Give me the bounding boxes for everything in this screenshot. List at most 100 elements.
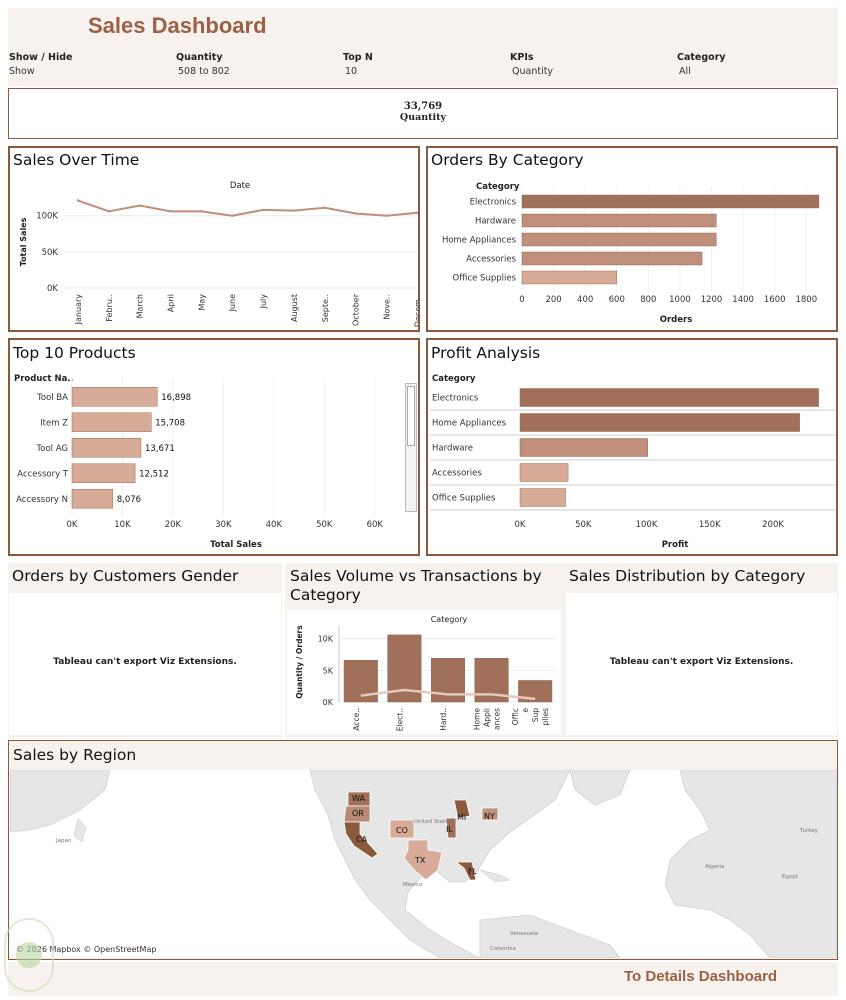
orders-line [360,688,536,701]
x-tick-label: Sup [531,708,540,723]
state-label-ny: NY [484,812,495,821]
state-ny [481,807,499,821]
category-label: Accessory N [16,495,68,505]
y-tick-label: 10K [318,635,334,644]
x-axis-title: Date [230,181,250,191]
x-axis-title: Category [431,615,468,624]
top-products-chart[interactable]: Product Na.. 0K 10K 20K 30K 40K 50K 60K Total Sa… [12,368,406,552]
bar [519,413,800,432]
line-point [200,210,203,213]
orders-by-category-title: Orders By Category [431,151,584,169]
state-label-or: OR [352,809,364,818]
bar [519,463,569,482]
bar [521,232,717,247]
bar [521,213,717,228]
y-axis-title: Category [476,182,520,192]
region-map[interactable]: WA OR CA CO TX MI NY IL FL United States… [10,770,837,958]
category-label: Hardware [475,217,516,227]
y-tick-label: 0K [47,284,58,294]
x-tick-label: 10K [114,520,131,530]
x-tick-label: October [352,293,361,326]
state-label-wa: WA [352,794,365,803]
x-tick-label: 1200 [701,295,723,305]
gender-viz-area [9,593,281,735]
data-label: 16,898 [161,393,191,403]
x-tick-label: Nove.. [382,294,391,320]
x-tick-label: 200K [762,520,784,530]
x-tick-label: Appli [483,708,492,727]
place-label-algeria: Algeria [705,864,724,870]
filter-value[interactable]: All [679,66,691,77]
bar [71,387,158,407]
filter-top-n[interactable]: Top N 10 [343,52,503,77]
place-label-japan: Japan [55,838,72,844]
category-label: Electronics [470,198,517,208]
y-axis-title: Category [432,374,476,384]
x-tick-label: Hard.. [439,708,448,731]
category-label: Office Supplies [432,494,496,504]
x-tick-label: 400 [577,295,593,305]
top-products-title: Top 10 Products [13,344,136,362]
filter-value[interactable]: Quantity [512,66,554,77]
x-tick-label: July [259,294,268,310]
sales-over-time-chart[interactable]: Date 0K 50K 100K Total Sales January Febru.. Ma… [12,176,418,328]
place-label-turkey: Turkey [799,828,819,834]
state-label-ca: CA [356,835,368,844]
filter-category[interactable]: Category All [677,52,837,77]
viz-extension-message: Tableau can't export Viz Extensions. [609,657,794,667]
viz-extension-message: Tableau can't export Viz Extensions. [53,657,237,667]
line-point [323,206,326,209]
state-ca [343,821,379,859]
y-axis-title: Total Sales [19,217,28,266]
data-label: 12,512 [139,469,169,479]
bar [518,680,553,703]
line-point [76,199,80,202]
line-point [261,208,265,212]
x-tick-label: 0K [67,520,78,530]
line-point [107,210,111,213]
y-tick-label: 0K [323,698,334,707]
profit-analysis-chart[interactable]: Category 0K 50K 100K 150K 200K Profit Electroni… [430,368,836,552]
distribution-viz-area [566,593,837,735]
filter-show-hide[interactable]: Show / Hide Show [9,52,169,77]
category-label: Accessory T [17,469,69,479]
sales-volume-chart[interactable]: Category 0K 5K 10K Quantity / Orders Acce.. El… [287,610,561,734]
details-dashboard-link[interactable]: To Details Dashboard [624,968,778,985]
filter-quantity[interactable]: Quantity 508 to 802 [176,52,336,77]
line-point [292,209,296,212]
state-label-mi: MI [457,813,466,822]
state-label-il: IL [446,825,453,834]
filter-value[interactable]: 10 [345,66,358,77]
kpi-label: Quantity [399,112,447,123]
category-label: Electronics [432,394,479,404]
category-label: Item Z [40,418,68,428]
orders-by-category-chart[interactable]: Category 0 200 400 600 800 1000 1200 1400 1600 180… [430,176,836,328]
state-label-co: CO [396,826,408,835]
filter-label: Show / Hide [9,52,73,63]
x-tick-label: 1600 [764,295,786,305]
category-label: Accessories [432,469,482,479]
x-tick-label: 1000 [669,295,691,305]
x-tick-label: 100K [636,520,658,530]
x-axis-title: Orders [660,315,693,325]
x-tick-label: plies [541,708,550,726]
scrollbar-thumb[interactable] [407,386,415,446]
filter-label: Top N [343,52,373,63]
x-tick-label: 1400 [732,295,754,305]
filter-kpis[interactable]: KPIs Quantity [510,52,670,77]
filter-label: Quantity [176,52,223,63]
x-tick-label: 30K [215,520,232,530]
filter-value[interactable]: Show [9,66,35,77]
state-fl [454,861,477,881]
x-tick-label: June [228,294,237,313]
x-tick-label: 800 [640,295,656,305]
page-title: Sales Dashboard [88,13,267,38]
line-point [354,212,357,215]
scrollbar[interactable] [405,383,417,512]
x-tick-label: 0K [515,520,526,530]
asia-land [10,770,111,833]
filter-value[interactable]: 508 to 802 [178,66,230,77]
filter-label: KPIs [510,52,534,63]
place-label-colombia: Colombia [490,946,516,952]
x-tick-label: January [74,294,83,326]
